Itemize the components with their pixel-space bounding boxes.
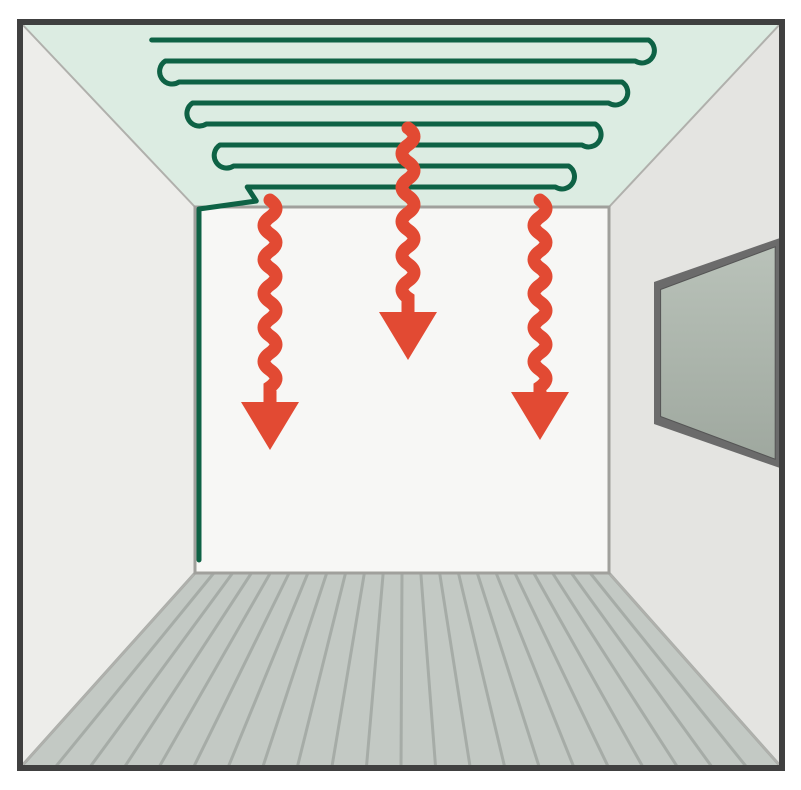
heat-arrow-shaft-1 — [264, 200, 276, 402]
ceiling-radiant-heating-diagram — [0, 0, 801, 790]
